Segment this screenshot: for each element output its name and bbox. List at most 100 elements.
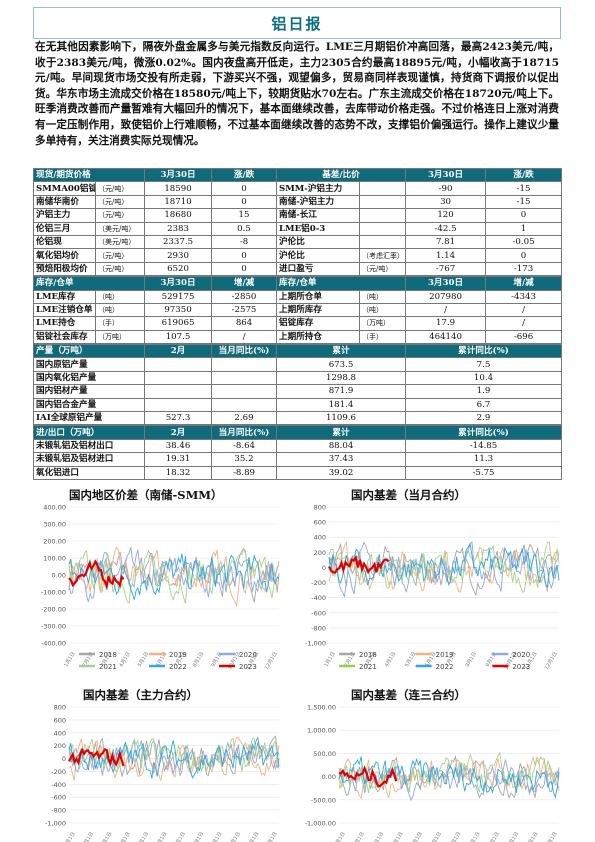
x-tick-label: 12月1日 xyxy=(264,831,279,842)
table-row: 预焙阳极均价 （元/吨） 6520 0 进口盈亏 （元/吨） -767 -173 xyxy=(33,261,563,277)
header-cell: 当月同比(%) xyxy=(211,425,277,440)
series-line xyxy=(338,756,560,799)
row-unit: （吨） xyxy=(359,289,407,304)
y-tick-label: 600 xyxy=(314,519,326,527)
table-cell: 7.81 xyxy=(405,234,487,250)
legend-label: 2021 xyxy=(359,663,377,671)
table-cell: 97350 xyxy=(144,302,213,318)
row-label: 上期所库存 xyxy=(276,302,361,318)
chart-svg: 800 600 400 200 0 -200 -400 -600 -800 -1,000 1月1日 2… xyxy=(305,504,560,671)
summary-paragraph: 在无其他因素影响下，隔夜外盘金属多与美元指数反向运行。LME三月期铝价冲高回落，… xyxy=(35,41,559,147)
table-cell: 30 xyxy=(405,194,487,210)
table-cell xyxy=(144,397,212,413)
table-row: LME注销仓单 （吨） 97350 -2575 上期所库存 （吨） / / xyxy=(33,302,563,318)
y-tick-label: -300.00 xyxy=(41,623,66,631)
table-cell xyxy=(144,357,212,372)
table-cell: / xyxy=(211,329,278,345)
table-cell: 207980 xyxy=(405,289,487,304)
table-row: IAI全球原铝产量 527.3 2.69 1109.6 2.9 xyxy=(33,411,562,426)
row-unit xyxy=(359,234,407,250)
x-tick-label: 8月1日 xyxy=(192,651,205,668)
row-unit: （手） xyxy=(94,316,146,331)
y-tick-label: -1,000 xyxy=(305,640,326,648)
table-row: 氧化铝均价 （元/吨） 2930 0 沪伦比 （考虑汇率） 1.14 0 xyxy=(33,248,563,263)
table-row: 国内铝合金产量 181.4 6.7 xyxy=(33,397,562,413)
header-cell: 基差/比价 xyxy=(276,167,407,183)
legend-label: 2022 xyxy=(436,663,454,671)
y-tick-label: 100.00 xyxy=(43,555,66,563)
chart-title: 国内地区价差（南储-SMM） xyxy=(69,488,223,502)
table-cell: 871.9 xyxy=(276,384,406,399)
row-label: 进口盈亏 xyxy=(276,261,361,277)
series-line xyxy=(328,541,560,593)
chart-regional-spread: 400.00 300.00 200.00 100.00 0.00 -100.00 -200.… xyxy=(33,485,281,680)
table-row: 氧化铝进口 18.32 -8.89 39.02 -5.75 xyxy=(33,465,562,480)
table-cell: -0.05 xyxy=(485,234,563,250)
row-unit: （吨） xyxy=(94,289,146,304)
x-tick-label: 5月1日 xyxy=(137,831,150,842)
row-unit: （手） xyxy=(359,329,407,345)
table-cell: -5.75 xyxy=(405,465,562,480)
row-label: 南储-长江 xyxy=(276,208,361,223)
series-line xyxy=(68,737,280,774)
row-label: 国内铝合金产量 xyxy=(33,397,145,413)
table-cell: 6520 xyxy=(144,261,213,277)
table-cell: -8.89 xyxy=(211,465,277,480)
row-label: 伦铝现 xyxy=(33,234,96,250)
report-title: 铝日报 xyxy=(33,7,561,39)
series-line xyxy=(338,751,560,794)
header-cell: 进/出口（万吨） xyxy=(33,425,145,440)
table-cell: / xyxy=(485,316,563,331)
table-cell: -173 xyxy=(485,261,563,277)
table-cell: 17.9 xyxy=(405,316,487,331)
table-cell xyxy=(211,397,277,413)
production-table-header: 产量（万吨） 2月 当月同比(%) 累计 累计同比(%) xyxy=(33,344,562,359)
chart-title: 国内基差（主力合约） xyxy=(83,688,198,702)
table-row: 南储华南价 （元/吨） 18710 0 南储-沪铝主力 30 -15 xyxy=(33,194,563,210)
y-tick-label: 0 xyxy=(322,564,326,572)
table-cell: / xyxy=(405,302,487,318)
header-cell: 累计同比(%) xyxy=(405,344,562,359)
y-tick-label: 200 xyxy=(54,742,66,750)
x-tick-label: 1月1日 xyxy=(323,651,336,668)
y-tick-label: 600 xyxy=(54,716,66,724)
table-cell xyxy=(144,384,212,399)
row-label: 氧化铝均价 xyxy=(33,248,96,263)
x-tick-label: 1月1日 xyxy=(63,831,76,842)
table-cell: -14.85 xyxy=(405,438,562,454)
table-cell: -8.64 xyxy=(211,438,277,454)
x-tick-label: 10月1日 xyxy=(505,831,520,842)
x-tick-label: 11月1日 xyxy=(524,831,539,842)
table-cell: -696 xyxy=(485,329,563,345)
table-cell: 88.04 xyxy=(276,438,406,454)
legend-label: 2020 xyxy=(512,651,530,659)
legend-label: 2022 xyxy=(169,663,187,671)
header-cell: 累计同比(%) xyxy=(405,425,562,440)
table-cell: 1.14 xyxy=(405,248,487,263)
row-unit: （元/吨） xyxy=(94,208,146,223)
table-cell: 18680 xyxy=(144,208,213,223)
y-tick-label: -200 xyxy=(311,579,326,587)
header-cell: 2月 xyxy=(144,425,212,440)
y-tick-label: -100.00 xyxy=(41,589,66,597)
y-tick-label: -1,000 xyxy=(45,820,66,828)
price-table-header: 现货/期货价格 3月30日 涨/跌 基差/比价 3月30日 涨/跌 xyxy=(32,167,563,183)
trade-table-header: 进/出口（万吨） 2月 当月同比(%) 累计 累计同比(%) xyxy=(33,425,562,440)
legend-label: 2023 xyxy=(512,663,530,671)
header-cell: 库存/仓单 xyxy=(276,276,407,291)
row-unit: （万吨） xyxy=(94,329,146,345)
table-cell: 120 xyxy=(405,208,487,223)
legend-label: 2019 xyxy=(169,651,187,659)
y-tick-label: 0.00 xyxy=(322,773,336,781)
y-tick-label: -500.00 xyxy=(311,796,336,804)
table-row: 伦铝三月 （美元/吨） 2383 0.5 LME铝0-3 -42.5 1 xyxy=(33,221,563,236)
charts-area: 400.00 300.00 200.00 100.00 0.00 -100.00 -200.… xyxy=(33,485,561,842)
table-cell: -2850 xyxy=(211,289,278,304)
x-tick-label: 6月1日 xyxy=(430,831,443,842)
x-tick-label: 8月1日 xyxy=(192,831,205,842)
row-unit: （元/吨） xyxy=(94,181,146,196)
y-tick-label: 200.00 xyxy=(43,538,66,546)
production-table: 产量（万吨） 2月 当月同比(%) 累计 累计同比(%) 国内原铝产量 673.5… xyxy=(33,344,562,426)
row-unit: （吨） xyxy=(94,302,146,318)
table-cell: -767 xyxy=(405,261,487,277)
